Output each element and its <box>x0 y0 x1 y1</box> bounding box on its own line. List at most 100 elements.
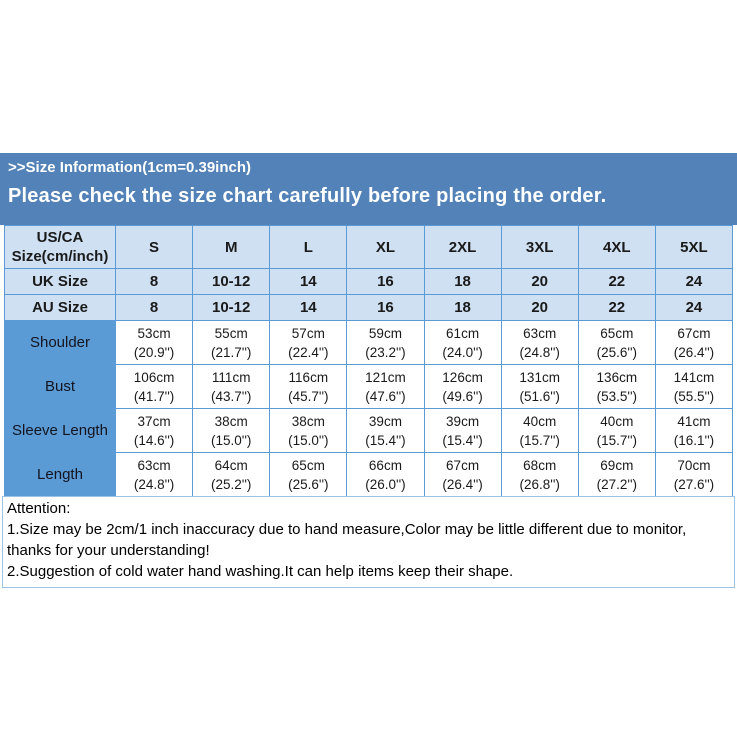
inch-value: (25.2'') <box>210 476 252 492</box>
inch-value: (24.8'') <box>519 344 560 360</box>
cm-value: 40cm <box>523 413 557 429</box>
measure-cell: 116cm (45.7'') <box>269 364 348 409</box>
cm-value: 126cm <box>442 369 483 385</box>
cm-value: 65cm <box>600 325 634 341</box>
inch-value: (15.0'') <box>210 432 252 448</box>
cm-value: 64cm <box>214 457 248 473</box>
inch-value: (27.6'') <box>673 476 715 492</box>
measure-cell: 39cm (15.4'') <box>423 408 502 453</box>
au-size-value: 22 <box>577 294 656 321</box>
header-band: >>Size Information(1cm=0.39inch) Please … <box>0 153 737 225</box>
inch-value: (25.6'') <box>596 344 638 360</box>
length-row: Length 63cm (24.8'') 64cm (25.2'') 65cm … <box>4 452 734 497</box>
measure-cell: 55cm (21.7'') <box>192 320 271 365</box>
cm-value: 55cm <box>214 325 248 341</box>
inch-value: (15.4'') <box>365 432 406 448</box>
au-size-value: 8 <box>114 294 194 321</box>
au-size-value: 24 <box>654 294 734 321</box>
cm-value: 59cm <box>368 325 402 341</box>
measure-cell: 66cm (26.0'') <box>346 452 425 497</box>
inch-value: (15.4'') <box>442 432 483 448</box>
inch-value: (51.6'') <box>519 388 560 404</box>
au-size-value: 10-12 <box>192 294 271 321</box>
cm-value: 40cm <box>600 413 634 429</box>
measure-cell: 106cm (41.7'') <box>114 364 194 409</box>
attention-item-2: 2.Suggestion of cold water hand washing.… <box>7 563 514 580</box>
uk-size-value: 16 <box>346 268 425 295</box>
inch-value: (55.5'') <box>673 388 715 404</box>
au-size-value: 18 <box>423 294 502 321</box>
cm-value: 67cm <box>677 325 711 341</box>
measure-cell: 121cm (47.6'') <box>346 364 425 409</box>
col-header-s: S <box>114 225 194 269</box>
cm-value: 63cm <box>137 457 171 473</box>
measure-cell: 57cm (22.4'') <box>269 320 348 365</box>
inch-value: (47.6'') <box>365 388 406 404</box>
inch-value: (45.7'') <box>288 388 329 404</box>
inch-value: (16.1'') <box>673 432 715 448</box>
cm-value: 116cm <box>288 369 329 385</box>
col-header-2xl: 2XL <box>423 225 502 269</box>
col-header-5xl: 5XL <box>654 225 734 269</box>
row-label-bust: Bust <box>4 364 116 409</box>
inch-value: (22.4'') <box>288 344 329 360</box>
sleeve-length-row: Sleeve Length 37cm (14.6'') 38cm (15.0''… <box>4 408 734 453</box>
measure-cell: 61cm (24.0'') <box>423 320 502 365</box>
cm-value: 70cm <box>677 457 711 473</box>
measure-cell: 38cm (15.0'') <box>269 408 348 453</box>
inch-value: (49.6'') <box>442 388 483 404</box>
size-information-title: >>Size Information(1cm=0.39inch) <box>8 159 251 176</box>
row-label-uk-size: UK Size <box>4 268 116 295</box>
measure-cell: 64cm (25.2'') <box>192 452 271 497</box>
uk-size-value: 14 <box>269 268 348 295</box>
uk-size-value: 10-12 <box>192 268 271 295</box>
cm-value: 106cm <box>133 369 175 385</box>
size-header-row: US/CA Size(cm/inch) S M L XL 2XL 3XL 4XL… <box>4 225 734 269</box>
inch-value: (41.7'') <box>133 388 175 404</box>
inch-value: (15.7'') <box>596 432 638 448</box>
cm-value: 39cm <box>446 413 480 429</box>
inch-value: (43.7'') <box>210 388 252 404</box>
measure-cell: 136cm (53.5'') <box>577 364 656 409</box>
measure-cell: 37cm (14.6'') <box>114 408 194 453</box>
measure-cell: 141cm (55.5'') <box>654 364 734 409</box>
cm-value: 121cm <box>365 369 406 385</box>
measure-cell: 63cm (24.8'') <box>500 320 579 365</box>
cm-value: 141cm <box>673 369 715 385</box>
au-size-value: 20 <box>500 294 579 321</box>
inch-value: (23.2'') <box>365 344 406 360</box>
cm-value: 66cm <box>368 457 402 473</box>
measure-cell: 63cm (24.8'') <box>114 452 194 497</box>
cm-value: 63cm <box>523 325 557 341</box>
measure-cell: 126cm (49.6'') <box>423 364 502 409</box>
inch-value: (53.5'') <box>596 388 638 404</box>
measure-cell: 65cm (25.6'') <box>577 320 656 365</box>
cm-value: 65cm <box>291 457 325 473</box>
attention-title: Attention: <box>7 500 71 517</box>
uk-size-value: 18 <box>423 268 502 295</box>
row-label-length: Length <box>4 452 116 497</box>
cm-value: 41cm <box>677 413 711 429</box>
measure-cell: 69cm (27.2'') <box>577 452 656 497</box>
col-header-4xl: 4XL <box>577 225 656 269</box>
cm-value: 37cm <box>137 413 171 429</box>
size-chart-notice: Please check the size chart carefully be… <box>8 185 607 207</box>
measure-cell: 67cm (26.4'') <box>654 320 734 365</box>
shoulder-row: Shoulder 53cm (20.9'') 55cm (21.7'') 57c… <box>4 320 734 365</box>
measure-cell: 41cm (16.1'') <box>654 408 734 453</box>
col-header-xl: XL <box>346 225 425 269</box>
measure-cell: 111cm (43.7'') <box>192 364 271 409</box>
inch-value: (21.7'') <box>210 344 252 360</box>
inch-value: (15.7'') <box>519 432 560 448</box>
uk-size-value: 20 <box>500 268 579 295</box>
measure-cell: 59cm (23.2'') <box>346 320 425 365</box>
au-size-row: AU Size 8 10-12 14 16 18 20 22 24 <box>4 294 734 321</box>
cm-value: 61cm <box>446 325 480 341</box>
inch-value: (14.6'') <box>133 432 175 448</box>
inch-value: (24.8'') <box>133 476 175 492</box>
measure-cell: 131cm (51.6'') <box>500 364 579 409</box>
cm-value: 136cm <box>596 369 638 385</box>
cm-value: 53cm <box>137 325 171 341</box>
corner-header-cell: US/CA Size(cm/inch) <box>4 225 116 269</box>
